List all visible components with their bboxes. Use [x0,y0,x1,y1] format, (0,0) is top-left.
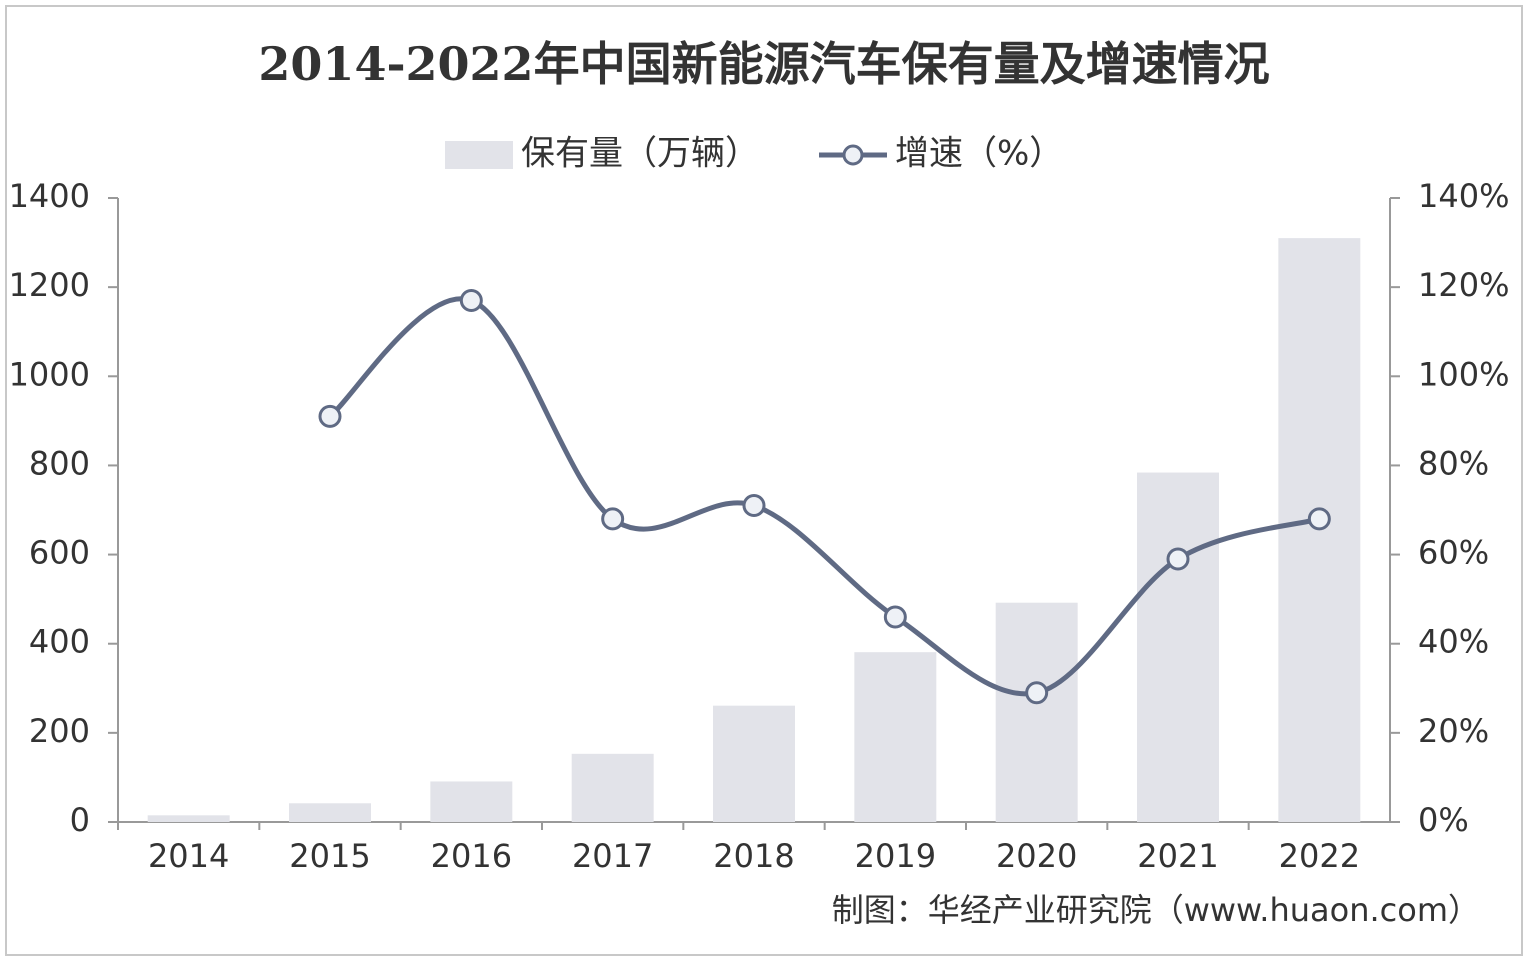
line-marker [1166,547,1190,571]
y-tick-label: 400 [29,623,90,661]
y-tick-label: 1000 [9,355,90,393]
line-marker [459,289,483,313]
y2-tick-label: 40% [1418,623,1489,661]
legend-swatch [445,141,513,169]
legend-label: 保有量（万辆） [521,134,759,174]
y2-tick-label: 0% [1418,801,1469,839]
y-tick-label: 0 [70,801,90,839]
x-tick-label: 2014 [148,837,229,875]
bar [713,705,795,822]
x-tick-label: 2020 [996,837,1077,875]
y2-tick-label: 140% [1418,177,1509,215]
line-marker [1307,507,1331,531]
bar [854,652,937,822]
legend-label: 增速（%） [895,134,1063,174]
y-tick-label: 800 [29,444,90,482]
source: 制图：华经产业研究院（www.huaon.com） [832,891,1480,929]
line [328,296,1321,697]
y2-tick-label: 80% [1418,444,1489,482]
line-marker [742,494,766,518]
line-marker [1025,681,1049,705]
chart-title: 2014-2022年中国新能源汽车保有量及增速情况 [258,37,1269,91]
bar [430,781,513,822]
y-tick-label: 200 [29,712,90,750]
y2-tick-label: 60% [1418,534,1489,572]
x-tick-label: 2019 [855,837,936,875]
y-tick-label: 1400 [9,177,90,215]
bar [571,753,654,822]
line-marker [318,404,342,428]
x-tick-label: 2018 [713,837,794,875]
legend-swatch-marker [842,144,864,166]
x-tick-label: 2016 [431,837,512,875]
x-tick-label: 2017 [572,837,653,875]
bar [995,602,1078,822]
y2-tick-label: 120% [1418,266,1509,304]
y2-tick-label: 100% [1418,355,1509,393]
line-marker [883,605,907,629]
bar [147,815,230,822]
x-tick-label: 2021 [1137,837,1218,875]
line-marker [601,507,625,531]
bar [1137,472,1219,822]
y-tick-label: 600 [29,534,90,572]
x-tick-label: 2015 [289,837,370,875]
y2-tick-label: 20% [1418,712,1489,750]
bar [289,803,371,822]
y-tick-label: 1200 [9,266,90,304]
x-tick-label: 2022 [1279,837,1360,875]
